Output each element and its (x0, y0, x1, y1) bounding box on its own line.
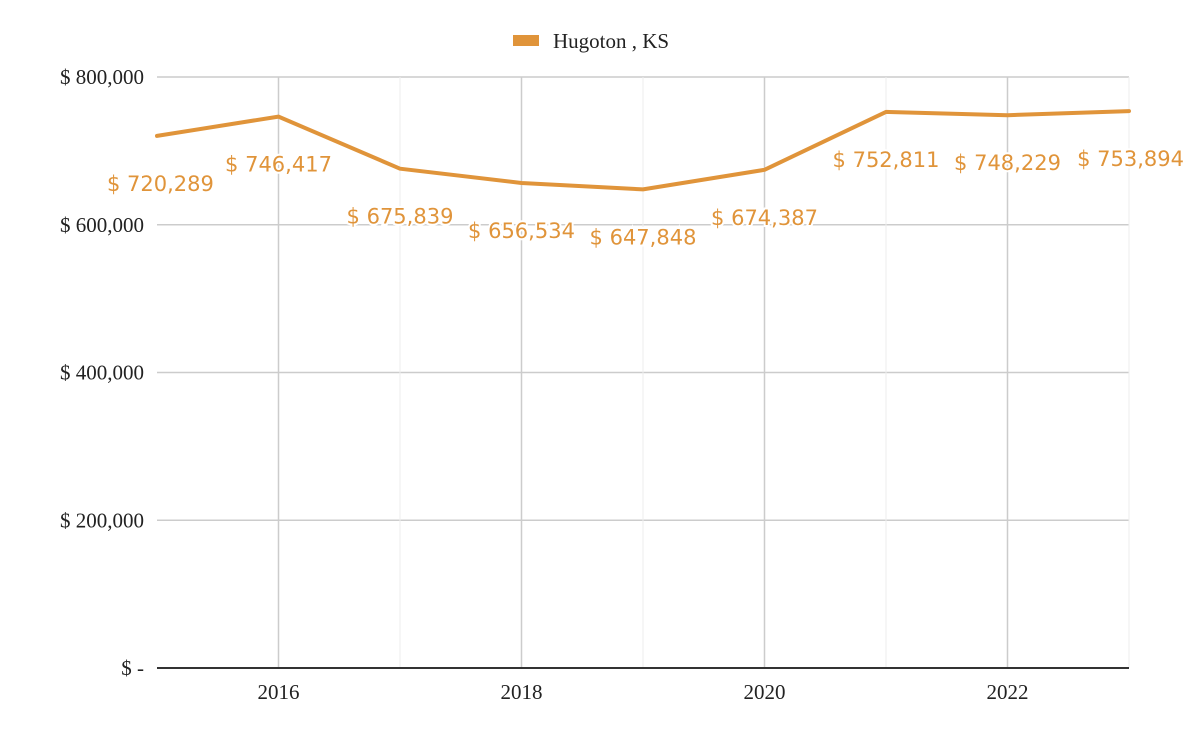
y-tick-label: $ 400,000 (60, 361, 144, 385)
data-label: $ 675,839 (347, 205, 454, 229)
y-tick-label: $ 200,000 (60, 508, 144, 532)
legend: Hugoton , KS (513, 29, 669, 53)
series-group (155, 109, 1131, 192)
data-label: $ 748,229 (954, 151, 1061, 175)
data-label: $ 647,848 (590, 225, 697, 249)
data-label: $ 746,417 (225, 153, 332, 177)
data-label: $ 720,289 (107, 172, 214, 196)
y-tick-label: $ - (121, 656, 144, 680)
y-axis: $ - $ 200,000 $ 400,000 $ 600,000 $ 800,000 (60, 65, 144, 680)
data-label: $ 753,894 (1077, 147, 1184, 171)
x-tick-label: 2018 (501, 680, 543, 704)
data-label: $ 752,811 (833, 148, 940, 172)
x-tick-label: 2022 (987, 680, 1029, 704)
data-labels: $ 720,289 $ 746,417 $ 675,839 $ 656,534 $ 64… (105, 145, 1186, 251)
grid-lines (157, 76, 1130, 668)
legend-swatch (513, 35, 539, 46)
series-line-hugoton (155, 109, 1131, 192)
legend-label: Hugoton , KS (553, 29, 669, 53)
x-axis: 2016 2018 2020 2022 (157, 667, 1129, 704)
data-label: $ 656,534 (468, 219, 575, 243)
x-tick-label: 2016 (258, 680, 300, 704)
y-tick-label: $ 600,000 (60, 213, 144, 237)
x-tick-label: 2020 (744, 680, 786, 704)
y-tick-label: $ 800,000 (60, 65, 144, 89)
data-label: $ 674,387 (711, 206, 818, 230)
